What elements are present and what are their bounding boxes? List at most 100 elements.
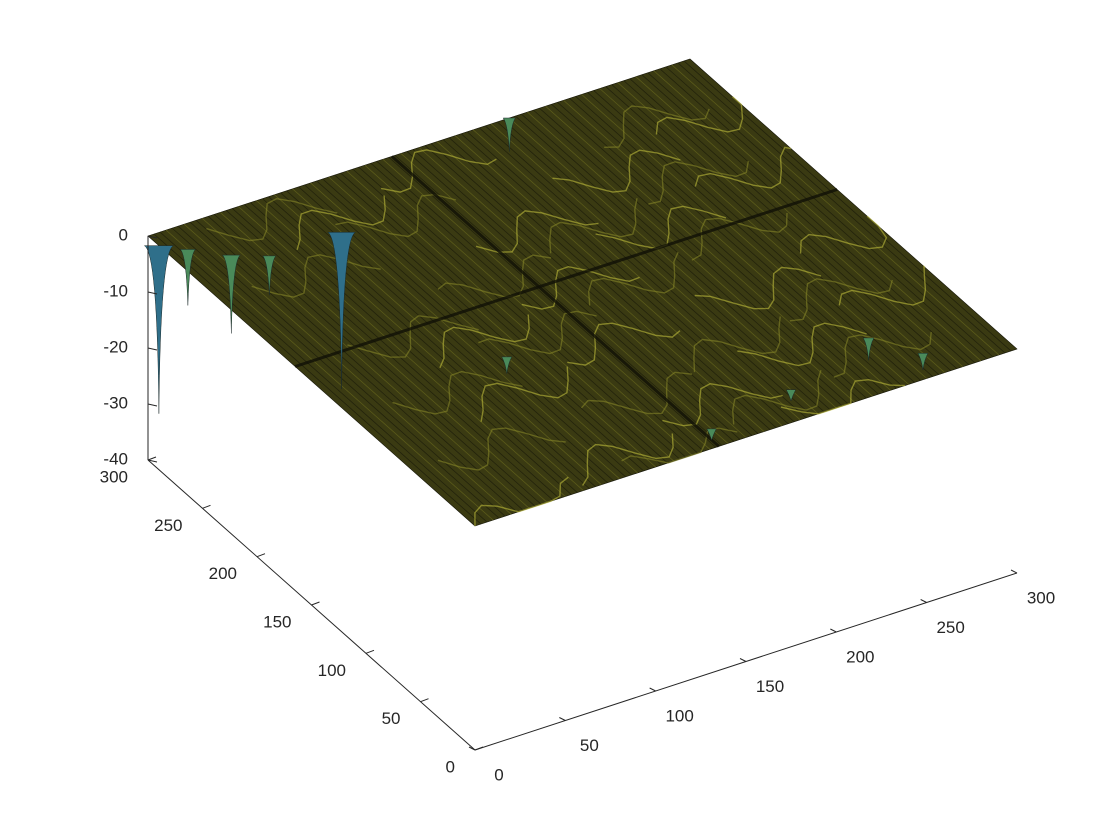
mesh-line xyxy=(352,168,681,460)
mesh-line xyxy=(551,103,879,395)
mesh-line xyxy=(629,78,958,369)
surface-strand xyxy=(480,366,569,422)
surface-strand xyxy=(567,322,681,366)
surface-strand xyxy=(251,254,381,298)
mesh-line xyxy=(466,131,795,423)
surface-spike xyxy=(706,428,717,442)
z-tick-mark xyxy=(147,459,158,463)
surface-strand xyxy=(595,205,727,250)
mesh-line xyxy=(328,176,656,468)
y-tick-label: 250 xyxy=(154,516,182,535)
mesh-line xyxy=(382,159,711,450)
mesh-line xyxy=(274,194,602,485)
mesh-line xyxy=(195,219,524,511)
mesh-line xyxy=(388,157,717,448)
mesh-line xyxy=(406,151,735,442)
surface-layer xyxy=(147,58,1018,527)
surface-strand xyxy=(580,371,693,415)
surface-strand xyxy=(474,476,569,527)
mesh-line xyxy=(454,135,783,426)
x-tick-mark xyxy=(1010,569,1018,574)
mesh-line xyxy=(244,204,572,495)
surface-spike xyxy=(502,117,516,152)
mesh-line xyxy=(472,129,801,421)
mesh-line xyxy=(412,149,741,440)
y-tick-mark xyxy=(420,698,429,703)
mesh-line xyxy=(515,115,843,407)
x-tick-mark xyxy=(830,628,837,633)
mesh-line xyxy=(611,84,939,375)
mesh-line xyxy=(334,174,662,466)
mesh-line xyxy=(316,180,644,472)
surface-spike xyxy=(917,353,929,371)
mesh-line xyxy=(250,202,578,493)
surface-spike xyxy=(144,245,174,414)
z-tick-label: -30 xyxy=(103,393,128,412)
mesh-line xyxy=(370,162,699,454)
mesh-line xyxy=(617,82,945,373)
surface-valley xyxy=(294,188,838,368)
axes-layer xyxy=(147,235,1018,751)
mesh-line xyxy=(539,107,867,399)
y-tick-label: 200 xyxy=(209,564,237,583)
z-tick-mark xyxy=(147,291,158,295)
mesh-line xyxy=(322,178,650,470)
surface-spike xyxy=(785,389,797,402)
mesh-line xyxy=(497,121,825,413)
x-tick-mark xyxy=(559,717,566,721)
z-tick-label: -40 xyxy=(103,449,128,468)
mesh-line xyxy=(201,218,530,509)
mesh-line xyxy=(340,172,668,464)
y-tick-mark xyxy=(474,746,484,751)
surface-strand xyxy=(439,314,530,369)
x-tick-label: 250 xyxy=(936,618,964,637)
mesh-line xyxy=(677,62,1006,354)
x-tick-label: 200 xyxy=(846,647,874,666)
x-tick-label: 0 xyxy=(494,765,503,784)
surface-strand xyxy=(694,266,822,310)
mesh-line xyxy=(521,113,849,405)
surface-spike xyxy=(179,249,196,306)
mesh-line xyxy=(189,221,518,513)
z-tick-mark xyxy=(147,403,158,407)
mesh-line xyxy=(683,60,1012,352)
z-tick-label: 0 xyxy=(119,225,128,244)
surface-spike xyxy=(862,337,875,361)
z-tick-label: -20 xyxy=(103,337,128,356)
surface-spike xyxy=(327,232,356,390)
surface-strand xyxy=(347,315,479,358)
surface-spike xyxy=(262,255,277,296)
surface-strand xyxy=(521,265,640,310)
x-tick-mark xyxy=(920,599,927,603)
surface-strand xyxy=(838,264,927,306)
y-tick-mark xyxy=(202,504,211,509)
mesh-line xyxy=(653,70,982,362)
y-tick-mark xyxy=(311,601,320,606)
x-tick-mark xyxy=(468,746,476,751)
surface-strand xyxy=(582,433,674,486)
mesh-line xyxy=(478,127,807,419)
mesh-line xyxy=(400,153,729,444)
x-tick-label: 150 xyxy=(756,677,784,696)
surface-strand xyxy=(380,149,497,193)
mesh-line xyxy=(153,233,482,525)
surface-strand xyxy=(206,197,338,242)
y-tick-label: 0 xyxy=(446,757,455,776)
z-tick-mark xyxy=(147,235,158,239)
surface-strand xyxy=(392,370,523,415)
y-tick-label: 100 xyxy=(318,661,346,680)
z-tick-mark xyxy=(147,347,158,351)
mesh-line xyxy=(220,212,548,503)
mesh-line xyxy=(563,100,891,391)
mesh-line xyxy=(587,92,915,383)
mesh-line xyxy=(484,125,813,417)
mesh-line xyxy=(569,98,897,389)
surface-strand xyxy=(731,370,822,425)
mesh-line xyxy=(256,200,584,491)
surface-strand xyxy=(833,332,932,378)
surface-strand xyxy=(655,96,744,135)
surface-strand xyxy=(549,198,638,254)
surface-strand xyxy=(737,322,867,367)
surface-strand xyxy=(587,252,679,306)
surface-strand xyxy=(780,378,906,415)
